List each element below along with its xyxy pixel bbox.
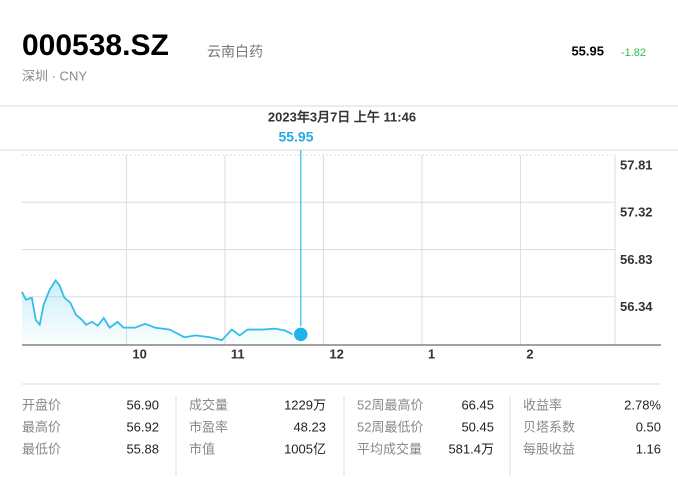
stat-value: 55.88 [126, 441, 159, 456]
stat-value: 50.45 [461, 419, 494, 434]
company-name: 云南白药 [207, 44, 263, 60]
stat-value: 66.45 [461, 397, 494, 412]
stat-label: 市盈率 [189, 419, 228, 434]
stat-label: 市值 [189, 441, 215, 456]
stat-value: 1.16 [636, 441, 661, 456]
stat-value: 581.4万 [448, 441, 494, 456]
cursor-value: 55.95 [278, 129, 313, 145]
stat-value: 56.92 [126, 419, 159, 434]
y-tick-label: 57.81 [620, 157, 653, 172]
stat-label: 最低价 [22, 441, 61, 456]
x-tick-label: 11 [231, 346, 245, 361]
stat-label: 贝塔系数 [523, 419, 575, 434]
stat-value: 2.78% [624, 397, 661, 412]
stat-value: 1005亿 [284, 441, 326, 456]
x-tick-label: 12 [329, 346, 343, 361]
exchange: 深圳 · CNY [22, 68, 87, 83]
stat-label: 收益率 [523, 397, 562, 412]
price: 55.95 [571, 43, 604, 58]
stat-value: 0.50 [636, 419, 661, 434]
stat-value: 48.23 [293, 419, 326, 434]
cursor-dot [292, 326, 310, 343]
stat-value: 56.90 [126, 397, 159, 412]
y-tick-label: 56.83 [620, 252, 653, 267]
stat-label: 最高价 [22, 419, 61, 434]
price-line [21, 278, 302, 342]
y-tick-label: 57.32 [620, 205, 653, 220]
x-tick-label: 10 [132, 346, 146, 361]
change: -1.82 [621, 47, 646, 59]
stat-label: 每股收益 [523, 441, 575, 456]
stat-label: 52周最低价 [357, 419, 423, 434]
stat-label: 成交量 [189, 397, 228, 412]
stat-value: 1229万 [284, 397, 326, 412]
cursor-date: 2023年3月7日 上午 11:46 [268, 109, 416, 124]
stat-label: 平均成交量 [357, 441, 422, 456]
area [22, 280, 302, 345]
x-tick-label: 2 [526, 346, 533, 361]
stat-label: 52周最高价 [357, 397, 423, 412]
stat-label: 开盘价 [22, 397, 61, 412]
x-tick-label: 1 [428, 346, 435, 361]
symbol: 000538.SZ [22, 29, 169, 62]
y-tick-label: 56.34 [620, 299, 653, 314]
